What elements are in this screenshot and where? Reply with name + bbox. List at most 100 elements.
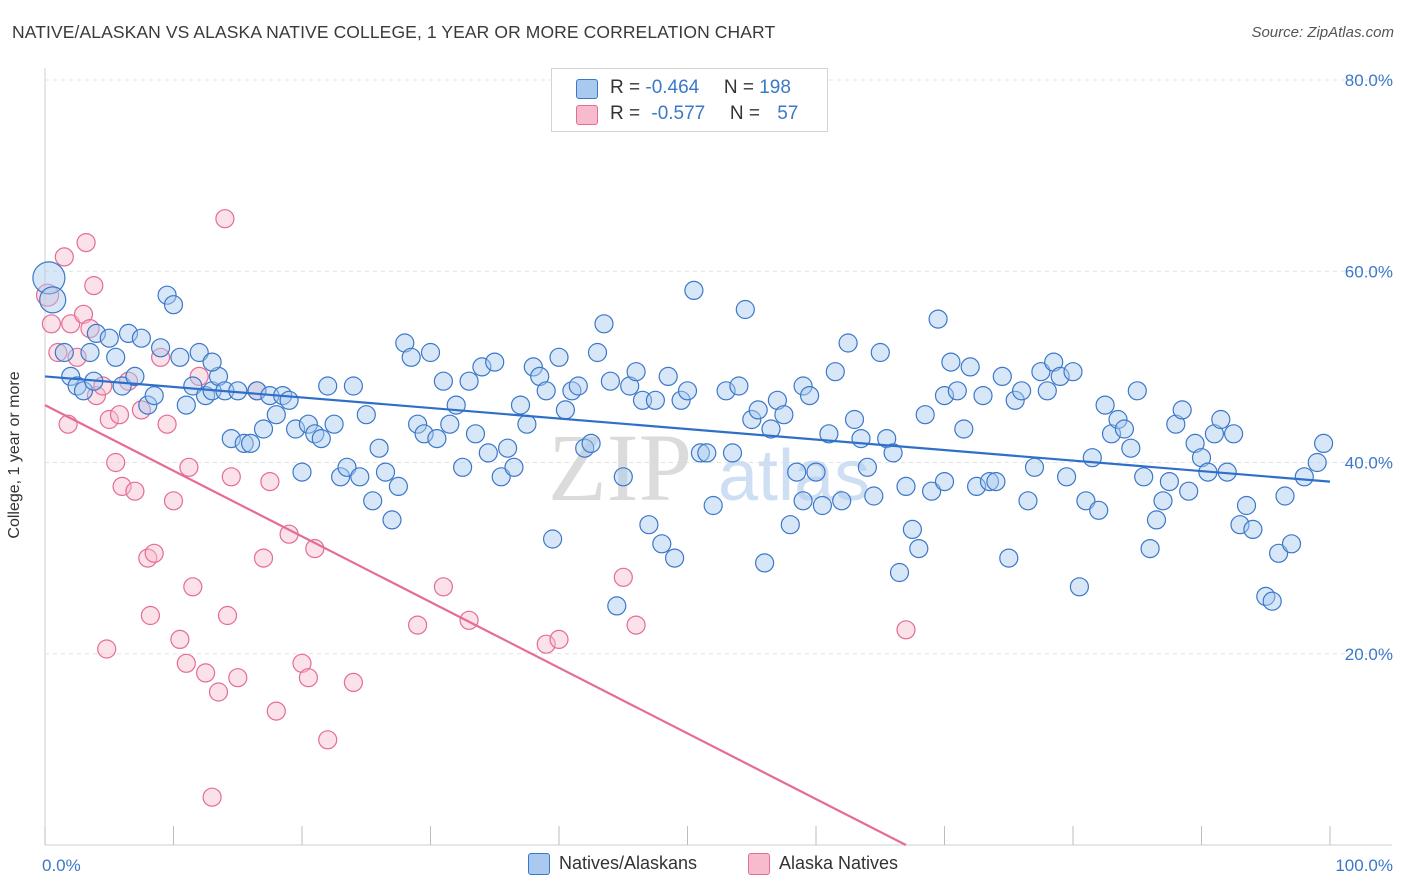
legend-r-value: -0.577 bbox=[651, 103, 706, 124]
natives-alaskans-point bbox=[793, 491, 813, 511]
natives-alaskans-point bbox=[1172, 400, 1192, 420]
legend-n-value: 198 bbox=[759, 77, 791, 98]
natives-alaskans-point bbox=[202, 352, 222, 372]
natives-alaskans-point bbox=[677, 381, 698, 401]
natives-alaskans-point bbox=[279, 390, 299, 410]
natives-alaskans-point bbox=[729, 376, 749, 396]
alaska-natives-point bbox=[215, 209, 235, 229]
natives-alaskans-point bbox=[375, 462, 396, 482]
tick-labels: 20.0% 40.0% 60.0% 80.0% 0.0% 100.0% bbox=[42, 71, 1393, 875]
natives-alaskans-point bbox=[1037, 381, 1057, 401]
natives-alaskans-point bbox=[125, 366, 145, 386]
natives-alaskans-point bbox=[1294, 467, 1314, 487]
natives-alaskans-point bbox=[652, 534, 672, 554]
natives-alaskans-point bbox=[504, 457, 524, 477]
alaska-natives-trend-line bbox=[44, 404, 907, 846]
natives-alaskans-point bbox=[1018, 491, 1038, 511]
natives-alaskans-point bbox=[157, 285, 177, 305]
source-credit: Source: ZipAtlas.com bbox=[1251, 24, 1394, 41]
bottom-legend-swatch-pink bbox=[748, 853, 770, 875]
alaska-natives-point bbox=[459, 610, 479, 630]
natives-alaskans-point bbox=[594, 314, 614, 334]
natives-alaskans-point bbox=[1082, 448, 1102, 468]
alaska-natives-point bbox=[343, 672, 363, 693]
natives-alaskans-point bbox=[1185, 433, 1205, 453]
natives-alaskans-points bbox=[32, 261, 1334, 616]
legend-swatch-blue bbox=[576, 79, 598, 99]
natives-alaskans-point bbox=[1114, 419, 1135, 439]
natives-alaskans-point bbox=[896, 476, 916, 496]
natives-alaskans-point bbox=[934, 472, 955, 492]
natives-alaskans-point bbox=[1076, 491, 1096, 511]
alaska-natives-point bbox=[125, 481, 145, 501]
y-tick-label: 20.0% bbox=[1345, 645, 1393, 664]
axes bbox=[44, 68, 1392, 846]
legend-n-value: 57 bbox=[777, 103, 799, 124]
alaska-natives-point bbox=[106, 452, 126, 473]
alaska-natives-point bbox=[318, 730, 338, 750]
alaska-natives-point bbox=[48, 342, 68, 363]
alaska-natives-point bbox=[298, 668, 318, 688]
natives-alaskans-point bbox=[1281, 534, 1302, 554]
natives-alaskans-point bbox=[761, 419, 781, 439]
natives-alaskans-point bbox=[870, 342, 890, 363]
natives-alaskans-point bbox=[491, 467, 511, 487]
natives-alaskans-point bbox=[266, 405, 286, 425]
alaska-natives-point bbox=[253, 548, 274, 568]
alaska-natives-point bbox=[292, 653, 312, 673]
y-tick-label: 80.0% bbox=[1345, 71, 1393, 90]
chart-title: NATIVE/ALASKAN VS ALASKA NATIVE COLLEGE,… bbox=[12, 22, 776, 42]
alaska-natives-point bbox=[76, 233, 96, 253]
natives-alaskans-point bbox=[1050, 366, 1070, 386]
alaska-natives-point bbox=[176, 653, 196, 673]
alaska-natives-point bbox=[97, 639, 117, 659]
natives-alaskans-point bbox=[645, 390, 666, 410]
alaska-natives-point bbox=[183, 577, 203, 597]
natives-alaskans-point bbox=[864, 486, 884, 506]
natives-alaskans-point bbox=[286, 419, 306, 439]
natives-alaskans-point bbox=[73, 381, 94, 401]
natives-alaskans-point bbox=[851, 429, 871, 449]
alaska-natives-point bbox=[896, 620, 916, 640]
natives-alaskans-point bbox=[600, 371, 621, 391]
natives-alaskans-point bbox=[1108, 409, 1128, 430]
natives-alaskans-point bbox=[241, 433, 261, 453]
natives-alaskans-point bbox=[832, 491, 852, 511]
natives-alaskans-point bbox=[54, 342, 74, 363]
natives-alaskans-point bbox=[921, 481, 942, 501]
natives-alaskans-point bbox=[1063, 362, 1083, 382]
natives-alaskans-point bbox=[1275, 486, 1295, 506]
natives-alaskans-point bbox=[144, 386, 164, 406]
natives-alaskans-point bbox=[1268, 543, 1289, 563]
natives-alaskans-point bbox=[581, 433, 601, 453]
natives-alaskans-point bbox=[780, 515, 800, 535]
natives-alaskans-point bbox=[1069, 577, 1090, 597]
y-tick-label: 60.0% bbox=[1345, 262, 1393, 281]
natives-alaskans-point bbox=[806, 462, 826, 482]
natives-alaskans-point bbox=[690, 443, 711, 463]
alaska-natives-point bbox=[170, 629, 190, 650]
watermark-zip: ZIP bbox=[548, 414, 692, 521]
natives-alaskans-point bbox=[1146, 510, 1167, 530]
natives-alaskans-point bbox=[697, 443, 717, 463]
alaska-natives-point bbox=[179, 457, 199, 477]
natives-alaskans-point bbox=[1179, 481, 1199, 501]
natives-alaskans-point bbox=[408, 414, 428, 434]
x-tick-label: 100.0% bbox=[1335, 856, 1393, 875]
natives-alaskans-point bbox=[39, 286, 67, 314]
natives-alaskans-point bbox=[536, 381, 556, 401]
legend-r-label: R = bbox=[610, 77, 646, 98]
alaska-natives-point bbox=[549, 629, 569, 650]
natives-alaskans-point bbox=[742, 409, 762, 430]
natives-alaskans-point bbox=[459, 371, 479, 391]
natives-alaskans-point bbox=[954, 419, 974, 439]
natives-alaskans-point bbox=[754, 553, 775, 573]
bottom-legend-label: Natives/Alaskans bbox=[559, 853, 698, 873]
natives-alaskans-point bbox=[774, 405, 794, 425]
natives-alaskans-point bbox=[1095, 395, 1115, 415]
natives-alaskans-point bbox=[472, 357, 492, 377]
natives-alaskans-point bbox=[350, 467, 370, 487]
natives-alaskans-point bbox=[986, 472, 1006, 492]
natives-alaskans-point bbox=[369, 438, 389, 458]
natives-alaskans-point bbox=[1223, 424, 1244, 444]
